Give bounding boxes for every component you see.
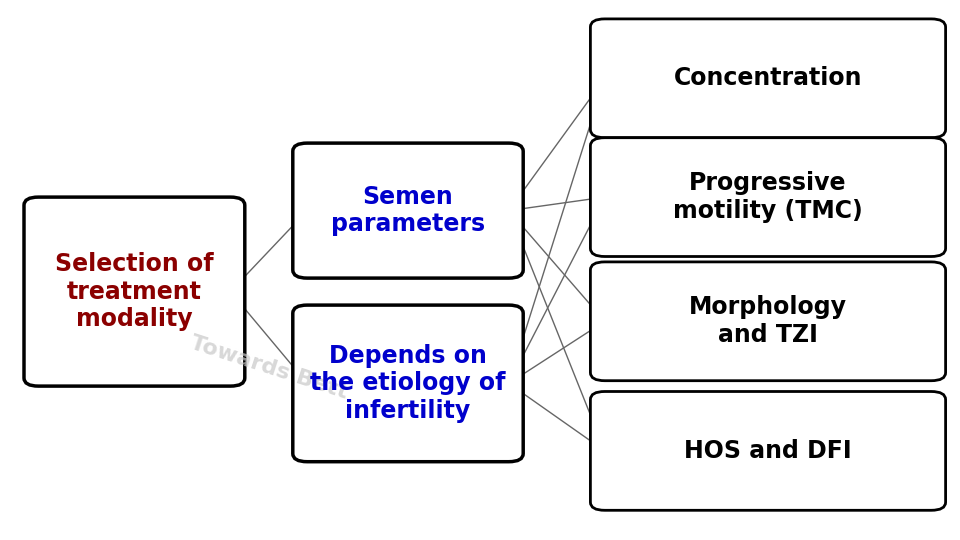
Text: Towards Bett: Towards Bett (187, 332, 350, 402)
Text: Semen
parameters: Semen parameters (331, 185, 485, 237)
Text: Depends on
the etiology of
infertility: Depends on the etiology of infertility (310, 343, 506, 423)
FancyBboxPatch shape (24, 197, 245, 386)
Text: Concentration: Concentration (674, 66, 862, 90)
FancyBboxPatch shape (293, 143, 523, 278)
Text: Progressive
motility (TMC): Progressive motility (TMC) (673, 171, 863, 223)
FancyBboxPatch shape (293, 305, 523, 462)
Text: HOS and DFI: HOS and DFI (684, 439, 852, 463)
FancyBboxPatch shape (590, 392, 946, 510)
Text: Selection of
treatment
modality: Selection of treatment modality (55, 252, 214, 332)
FancyBboxPatch shape (590, 138, 946, 256)
FancyBboxPatch shape (590, 262, 946, 381)
FancyBboxPatch shape (590, 19, 946, 138)
Text: Morphology
and TZI: Morphology and TZI (689, 295, 847, 347)
